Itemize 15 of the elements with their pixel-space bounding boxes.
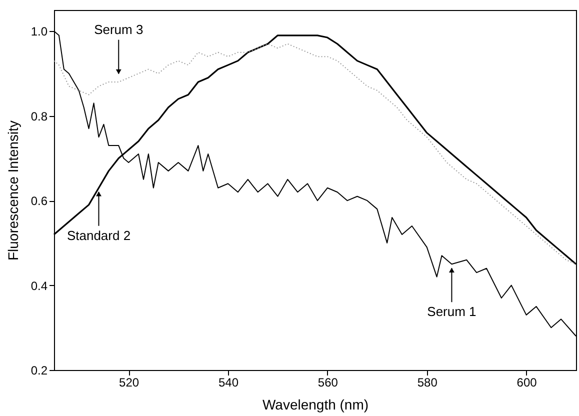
annotation: Serum 3	[94, 22, 144, 37]
y-tick-label: 0.6	[30, 194, 48, 208]
y-tick-label: 0.2	[30, 364, 48, 378]
annotation: Serum 1	[427, 304, 476, 320]
y-tick-label: 0.4	[30, 278, 48, 293]
x-tick-label: 580	[417, 376, 438, 390]
x-tick-label: 520	[119, 376, 140, 390]
y-axis-title: Fluorescence Intensity	[4, 120, 21, 261]
x-axis-title: Wavelength (nm)	[262, 396, 369, 412]
y-tick-label: 1.0	[30, 24, 48, 39]
x-tick-label: 560	[318, 376, 338, 390]
y-tick-label: 0.8	[30, 109, 48, 124]
x-tick-label: 540	[218, 376, 239, 390]
x-tick-label: 600	[516, 376, 538, 390]
annotation: Standard 2	[66, 228, 131, 243]
